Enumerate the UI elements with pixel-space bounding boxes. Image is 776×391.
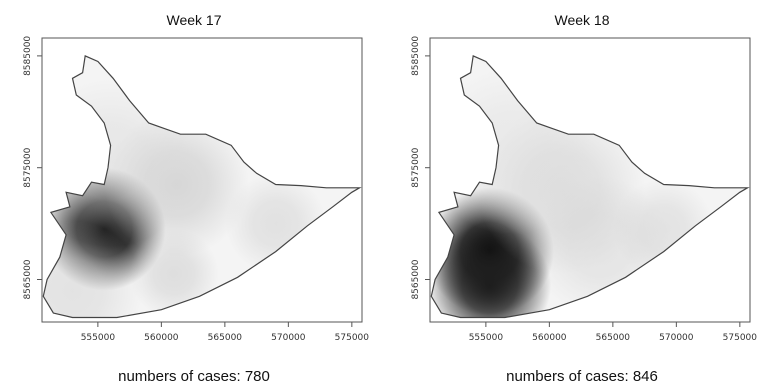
- y-tick-label: 8565000: [23, 259, 33, 299]
- cases-caption: numbers of cases: 846: [506, 368, 658, 385]
- cases-caption: numbers of cases: 780: [118, 368, 270, 385]
- x-tick-label: 570000: [659, 333, 694, 343]
- y-tick-label: 8585000: [23, 36, 33, 76]
- y-tick-label: 8575000: [23, 147, 33, 187]
- panel-title: Week 18: [554, 12, 610, 28]
- density-layer: [431, 55, 748, 318]
- x-tick-label: 555000: [469, 333, 504, 343]
- region-boundary: [42, 55, 362, 319]
- x-tick-label: 575000: [335, 333, 370, 343]
- x-tick-label: 575000: [723, 333, 758, 343]
- region-boundary: [430, 55, 750, 319]
- x-tick-label: 560000: [532, 333, 567, 343]
- x-tick-label: 560000: [144, 333, 179, 343]
- y-tick-label: 8575000: [411, 147, 421, 187]
- map-panel-week-17: Week 17 555000 560000 565000 570000 575000 85…: [23, 12, 370, 385]
- density-hotspot: [43, 220, 143, 318]
- density-hotspot: [613, 178, 714, 280]
- y-tick-label: 8585000: [411, 36, 421, 76]
- plot-frame: [429, 37, 751, 323]
- density-map: 555000 560000 565000 570000 575000 8565000 857…: [23, 36, 370, 343]
- plot-frame: [41, 37, 363, 323]
- x-tick-label: 565000: [208, 333, 243, 343]
- density-map: 555000 560000 565000 570000 575000 8565000 857…: [411, 36, 758, 343]
- density-layer: [43, 55, 360, 318]
- x-tick-label: 565000: [596, 333, 631, 343]
- x-tick-label: 555000: [81, 333, 116, 343]
- panel-title: Week 17: [166, 12, 222, 28]
- map-panel-week-18: Week 18 555000 560000 565000 570000 575000 85…: [388, 0, 776, 391]
- density-hotspot: [129, 229, 219, 318]
- y-tick-label: 8565000: [411, 259, 421, 299]
- x-tick-label: 570000: [271, 333, 306, 343]
- density-hotspot: [43, 78, 195, 246]
